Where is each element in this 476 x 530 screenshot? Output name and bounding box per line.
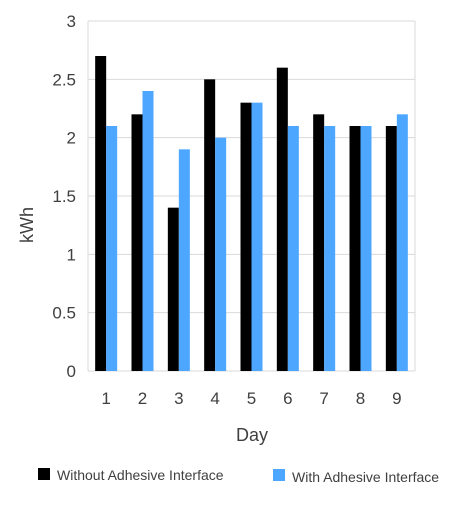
legend-swatch-without-adhesive [38,468,50,480]
bar-with-adhesive-day-4 [215,137,227,371]
bar-with-adhesive-day-9 [396,114,408,371]
legend-label-with-adhesive: With Adhesive Interface [292,469,439,485]
bar-with-adhesive-day-5 [251,102,263,372]
y-tick-label: 2.5 [52,70,76,89]
x-axis-title: Day [236,425,268,445]
y-tick-label: 0.5 [52,304,76,323]
bar-without-adhesive-day-1 [95,56,107,371]
y-tick-label: 1 [67,245,76,264]
bar-without-adhesive-day-4 [204,79,216,371]
bar-with-adhesive-day-6 [287,126,299,371]
legend-swatch-with-adhesive [273,469,285,481]
x-tick-label-4: 4 [210,389,219,408]
bar-without-adhesive-day-3 [167,207,179,371]
bar-without-adhesive-day-9 [385,126,397,371]
x-tick-label-3: 3 [174,389,183,408]
bar-with-adhesive-day-3 [178,149,190,371]
bar-with-adhesive-day-2 [142,91,154,371]
x-tick-label-7: 7 [319,389,328,408]
x-tick-labels: 1 2 3 4 5 6 7 8 9 [101,389,401,408]
y-axis-title: kWh [17,207,37,243]
y-tick-label: 1.5 [52,187,76,206]
y-tick-label: 2 [67,129,76,148]
bar-without-adhesive-day-5 [240,102,252,372]
legend-label-without-adhesive: Without Adhesive Interface [57,467,224,483]
x-tick-label-5: 5 [247,389,256,408]
legend: Without Adhesive Interface With Adhesive… [38,467,439,485]
y-tick-label: 3 [67,12,76,31]
bar-without-adhesive-day-6 [276,67,288,372]
bars [95,56,408,372]
x-tick-label-2: 2 [138,389,147,408]
bar-with-adhesive-day-1 [106,126,118,371]
bar-without-adhesive-day-8 [349,126,361,371]
bar-without-adhesive-day-7 [313,114,325,371]
y-tick-labels: 0 0.5 1 1.5 2 2.5 3 [52,12,76,381]
bar-with-adhesive-day-8 [360,126,372,371]
bar-with-adhesive-day-7 [324,126,336,371]
x-tick-label-9: 9 [392,389,401,408]
x-tick-label-8: 8 [356,389,365,408]
x-tick-label-1: 1 [101,389,110,408]
x-tick-label-6: 6 [283,389,292,408]
y-tick-label: 0 [67,362,76,381]
bar-without-adhesive-day-2 [131,114,143,371]
